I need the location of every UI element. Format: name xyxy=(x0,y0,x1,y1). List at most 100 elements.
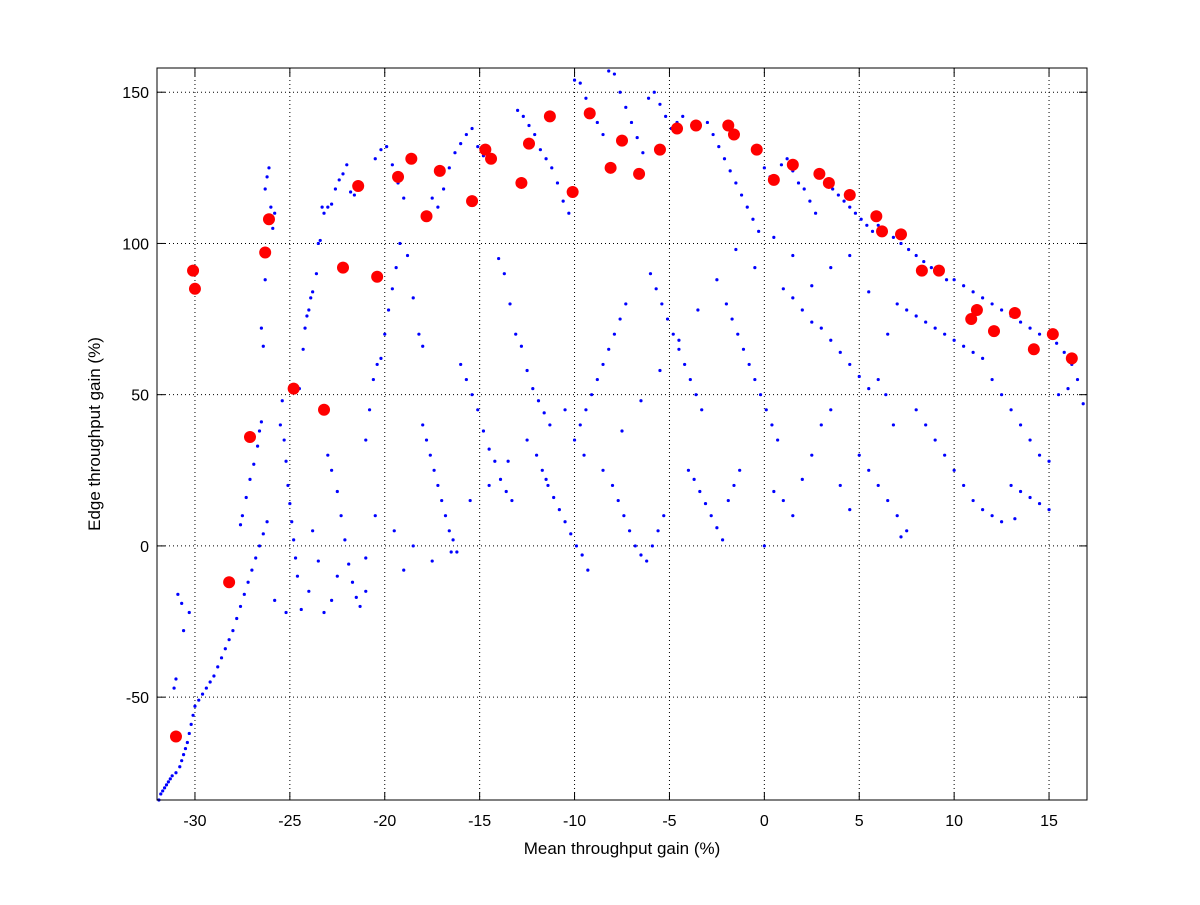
data-point xyxy=(981,508,985,512)
data-point xyxy=(1028,495,1032,500)
data-point xyxy=(696,308,700,312)
data-point xyxy=(561,199,565,203)
axes-box xyxy=(156,67,1088,801)
data-point xyxy=(527,123,531,128)
data-point xyxy=(345,163,349,167)
highlight-point xyxy=(727,128,740,141)
highlight-point xyxy=(671,122,684,135)
highlight-point xyxy=(915,264,928,277)
data-point xyxy=(531,387,535,391)
data-point xyxy=(572,78,577,82)
data-point xyxy=(191,713,195,717)
highlight-point xyxy=(337,261,349,274)
data-point xyxy=(548,423,552,427)
data-point xyxy=(624,105,628,109)
data-point xyxy=(639,399,643,403)
data-point xyxy=(552,495,556,500)
data-point xyxy=(924,320,928,324)
data-point xyxy=(540,468,544,472)
data-point xyxy=(550,166,554,170)
data-point xyxy=(358,604,362,609)
data-point xyxy=(307,589,311,593)
data-point xyxy=(726,498,730,503)
data-point xyxy=(853,211,858,215)
data-point xyxy=(922,259,926,264)
data-point xyxy=(311,290,315,294)
data-point xyxy=(705,120,710,125)
data-point xyxy=(288,501,292,506)
grid-layer xyxy=(157,68,1087,800)
data-point xyxy=(700,408,704,412)
data-point xyxy=(385,145,389,149)
data-point xyxy=(899,535,903,539)
data-point xyxy=(383,332,387,336)
data-point xyxy=(257,429,262,433)
highlight-point xyxy=(616,134,628,147)
data-point xyxy=(436,483,440,488)
data-point xyxy=(639,553,643,557)
data-point xyxy=(720,538,725,542)
data-point xyxy=(802,187,806,191)
x-tick-label: 10 xyxy=(945,813,963,830)
data-point xyxy=(284,610,288,615)
data-point xyxy=(1028,326,1032,330)
data-point xyxy=(848,362,852,367)
data-point xyxy=(293,556,298,560)
data-point xyxy=(261,532,265,536)
points-layer xyxy=(157,69,1085,802)
data-point xyxy=(187,610,191,615)
highlight-point xyxy=(262,213,275,226)
data-point xyxy=(402,196,406,200)
data-point xyxy=(178,765,182,769)
data-point xyxy=(698,489,702,494)
data-point xyxy=(757,229,761,233)
data-point xyxy=(525,368,529,373)
data-point xyxy=(601,468,605,472)
highlight-point xyxy=(420,210,433,223)
data-point xyxy=(354,595,358,599)
data-point xyxy=(865,223,869,227)
data-point xyxy=(271,226,275,230)
data-point xyxy=(451,538,455,542)
data-point xyxy=(658,368,662,373)
data-point xyxy=(278,423,282,427)
data-point xyxy=(282,438,286,442)
data-point xyxy=(432,468,436,472)
data-point xyxy=(373,514,377,518)
x-tick-label: -25 xyxy=(278,813,301,830)
data-point xyxy=(813,211,818,215)
data-point xyxy=(371,377,375,382)
data-point xyxy=(216,665,220,669)
data-point xyxy=(933,438,937,442)
data-point xyxy=(683,362,687,367)
data-point xyxy=(502,272,506,276)
data-point xyxy=(944,278,949,282)
data-point xyxy=(273,211,277,215)
data-point xyxy=(464,132,468,137)
highlight-point xyxy=(523,137,535,150)
data-point xyxy=(656,529,660,533)
data-point xyxy=(694,393,698,397)
data-point xyxy=(335,574,339,578)
data-point xyxy=(1066,387,1070,391)
data-point xyxy=(238,604,243,609)
data-point xyxy=(891,235,896,239)
data-point xyxy=(770,423,774,427)
data-point xyxy=(563,520,567,524)
data-point xyxy=(1037,332,1042,336)
data-point xyxy=(857,374,861,379)
data-point xyxy=(952,278,956,282)
x-tick-label: 5 xyxy=(855,813,864,830)
data-point xyxy=(428,453,432,457)
data-point xyxy=(724,302,728,306)
data-point xyxy=(738,468,742,472)
data-point xyxy=(303,326,307,330)
data-point xyxy=(343,538,347,542)
highlight-point xyxy=(479,143,492,156)
highlight-point xyxy=(318,403,331,416)
data-point xyxy=(810,320,814,324)
data-point xyxy=(819,423,823,427)
